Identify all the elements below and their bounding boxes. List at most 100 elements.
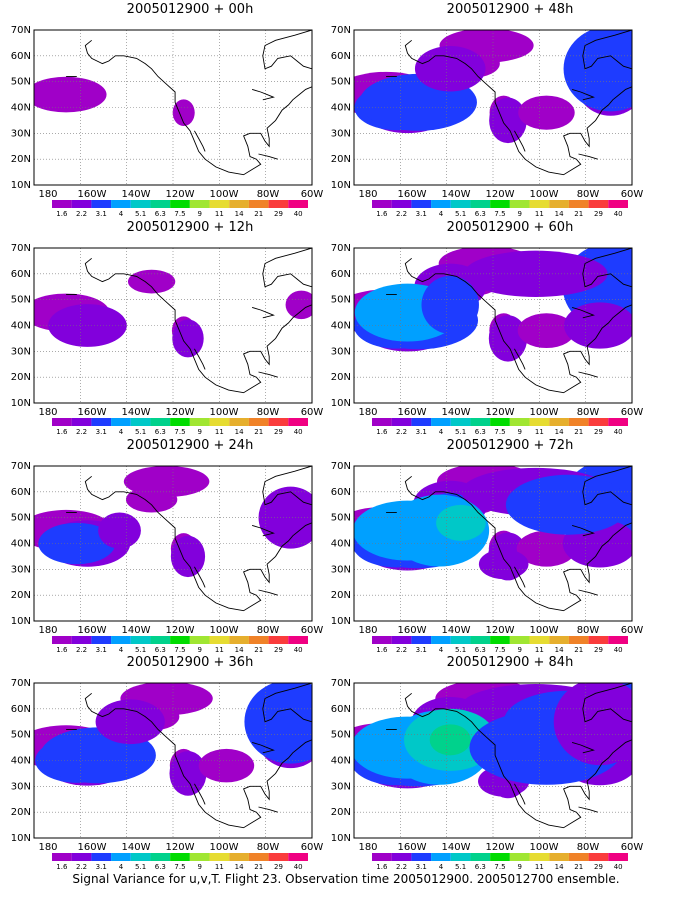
lat-tick-label: 30N: [331, 564, 351, 575]
colorbar-swatch: [91, 853, 112, 861]
lon-tick-label: 60W: [301, 189, 324, 200]
map-grid: [354, 466, 632, 621]
lat-tick-label: 70N: [331, 461, 351, 472]
colorbar-label: 14: [235, 210, 244, 218]
map-frame: [33, 465, 313, 622]
colorbar-swatch: [509, 200, 530, 208]
lon-tick-label: 80W: [257, 625, 280, 636]
lat-tick-label: 30N: [331, 346, 351, 357]
colorbar-swatch: [431, 418, 451, 426]
colorbar-swatch: [150, 636, 171, 644]
lat-tick-label: 10N: [331, 180, 351, 191]
colorbar-swatch: [248, 636, 269, 644]
colorbar-swatch: [431, 200, 451, 208]
lon-tick-label: 160W: [78, 189, 107, 200]
colorbar-swatch: [450, 418, 471, 426]
coast-path: [84, 475, 312, 612]
colorbar-swatch: [490, 636, 510, 644]
map-frame: [353, 29, 633, 186]
lat-tick-label: 60N: [331, 51, 351, 62]
colorbar-swatch: [209, 853, 230, 861]
colorbar-swatch: [490, 418, 510, 426]
map-frame: [33, 29, 313, 186]
lon-tick-label: 180: [358, 189, 377, 200]
coast-path: [571, 88, 595, 101]
colorbar-label: 5.1: [455, 646, 466, 654]
colorbar-label: 6.3: [475, 863, 486, 871]
coastline: [66, 466, 312, 612]
colorbar-swatch: [568, 636, 589, 644]
colorbar-label: 21: [254, 646, 263, 654]
colorbar-swatch: [588, 636, 609, 644]
lat-tick-label: 60N: [11, 704, 31, 715]
lon-tick-label: 160W: [398, 407, 427, 418]
coastline: [66, 30, 312, 176]
colorbar-swatch: [189, 200, 210, 208]
map-panel: 2005012900 + 12h 10N 20N 30N 40N 50N 60N 70N 180…: [11, 218, 355, 436]
colorbar-label: 29: [594, 428, 603, 436]
field-contour: [563, 30, 632, 112]
colorbar-swatch: [529, 636, 550, 644]
colorbar-swatch: [150, 418, 171, 426]
panel-title: 2005012900 + 84h: [446, 655, 574, 670]
field-contour: [414, 46, 486, 92]
coast-path: [194, 566, 206, 588]
colorbar-label: 9: [517, 863, 521, 871]
field-contour: [169, 751, 207, 796]
panel-title: 2005012900 + 12h: [126, 220, 254, 235]
map-canvas: 10N 20N 30N 40N 50N 60N 70N 180 160W 140W 120W 100W…: [11, 461, 324, 654]
colorbar-label: 5.1: [455, 863, 466, 871]
colorbar-label: 21: [254, 428, 263, 436]
colorbar-label: 3.1: [416, 863, 427, 871]
colorbar-label: 3.1: [96, 646, 107, 654]
lat-tick-label: 50N: [11, 513, 31, 524]
colorbar-swatch: [529, 418, 550, 426]
lon-tick-label: 100W: [530, 189, 559, 200]
coast-path: [514, 783, 526, 805]
colorbar-label: 14: [555, 428, 564, 436]
lon-tick-label: 60W: [621, 189, 644, 200]
field-contour: [505, 474, 630, 535]
map-grid: [354, 248, 632, 403]
map-panel: 2005012900 + 60h 10N 20N 30N 40N 50N 60N 70N 180…: [331, 218, 675, 436]
lat-tick-label: 60N: [331, 704, 351, 715]
colorbar-label: 40: [614, 646, 623, 654]
colorbar-swatch: [608, 200, 628, 208]
colorbar-label: 4: [119, 863, 124, 871]
lon-tick-label: 100W: [210, 625, 239, 636]
lat-tick-label: 10N: [11, 833, 31, 844]
variance-field: [34, 76, 195, 126]
colorbar-label: 6.3: [155, 428, 166, 436]
coast-path: [262, 248, 312, 288]
lat-tick-label: 40N: [11, 756, 31, 767]
coast-path: [251, 524, 275, 537]
map-canvas: 10N 20N 30N 40N 50N 60N 70N 180 160W 140W 120W 100W…: [11, 243, 324, 436]
colorbar-label: 40: [294, 428, 303, 436]
coastline: [66, 683, 312, 829]
colorbar-swatch: [170, 853, 190, 861]
lat-tick-label: 40N: [11, 103, 31, 114]
coast-path: [258, 371, 278, 378]
field-contour: [489, 97, 527, 144]
colorbar-label: 40: [614, 428, 623, 436]
field-contour: [516, 530, 577, 567]
colorbar-label: 29: [274, 428, 283, 436]
panel-title: 2005012900 + 60h: [446, 220, 574, 235]
coastline: [386, 248, 632, 394]
variance-field: [34, 269, 312, 358]
coast-path: [571, 306, 595, 319]
colorbar-swatch: [189, 418, 210, 426]
colorbar-label: 11: [535, 863, 544, 871]
coast-path: [251, 88, 275, 101]
lon-tick-label: 180: [358, 407, 377, 418]
colorbar-label: 29: [274, 646, 283, 654]
lon-tick-label: 160W: [398, 625, 427, 636]
colorbar-label: 11: [215, 210, 224, 218]
colorbar-label: 29: [594, 210, 603, 218]
colorbar-swatch: [450, 853, 471, 861]
map-panel: 2005012900 + 00h 10N 20N 30N 40N 50N 60N 70N 180…: [11, 0, 355, 218]
field-contour: [244, 683, 312, 764]
coast-path: [258, 806, 278, 813]
map-panel: 2005012900 + 84h 10N 20N 30N 40N 50N 60N 70N 180…: [331, 653, 675, 871]
colorbar-swatch: [411, 418, 432, 426]
